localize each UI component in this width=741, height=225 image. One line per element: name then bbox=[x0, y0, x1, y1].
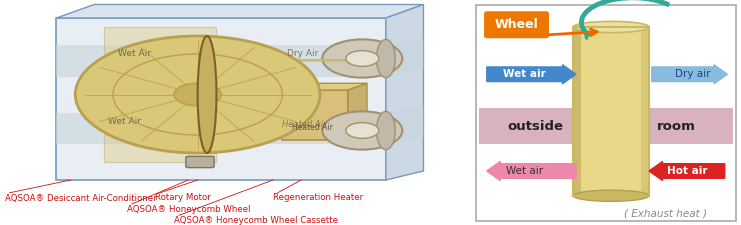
Polygon shape bbox=[282, 83, 367, 90]
Text: Wet Air: Wet Air bbox=[118, 50, 150, 58]
Polygon shape bbox=[56, 18, 386, 180]
Polygon shape bbox=[56, 4, 424, 18]
Polygon shape bbox=[386, 4, 424, 180]
Circle shape bbox=[346, 123, 379, 138]
Text: Hot air: Hot air bbox=[667, 166, 707, 176]
Polygon shape bbox=[104, 27, 216, 162]
FancyBboxPatch shape bbox=[186, 156, 214, 168]
Text: Regeneration Heater: Regeneration Heater bbox=[273, 194, 363, 202]
Text: Wet Air: Wet Air bbox=[108, 117, 142, 126]
Polygon shape bbox=[56, 45, 386, 76]
Polygon shape bbox=[617, 108, 733, 144]
Polygon shape bbox=[386, 106, 424, 144]
Circle shape bbox=[174, 83, 221, 106]
FancyArrow shape bbox=[487, 162, 576, 180]
Ellipse shape bbox=[376, 111, 395, 150]
Text: AQSOA® Honeycomb Wheel: AQSOA® Honeycomb Wheel bbox=[127, 205, 250, 214]
Circle shape bbox=[76, 36, 320, 153]
FancyArrow shape bbox=[652, 65, 728, 84]
Text: Heated Air: Heated Air bbox=[282, 120, 327, 129]
Polygon shape bbox=[641, 27, 649, 196]
Polygon shape bbox=[574, 27, 649, 196]
Text: Wet air: Wet air bbox=[503, 69, 546, 79]
FancyBboxPatch shape bbox=[476, 4, 736, 220]
Circle shape bbox=[322, 39, 402, 78]
Text: ( Exhaust heat ): ( Exhaust heat ) bbox=[624, 209, 707, 219]
FancyArrow shape bbox=[487, 65, 576, 84]
Text: AQSOA® Honeycomb Wheel Cassette: AQSOA® Honeycomb Wheel Cassette bbox=[174, 216, 338, 225]
Polygon shape bbox=[56, 112, 386, 144]
Text: Dry Air: Dry Air bbox=[287, 50, 319, 58]
Ellipse shape bbox=[574, 21, 649, 33]
Polygon shape bbox=[574, 27, 582, 196]
Polygon shape bbox=[479, 108, 606, 144]
Polygon shape bbox=[348, 83, 367, 140]
Ellipse shape bbox=[376, 39, 395, 78]
Text: Heated Air: Heated Air bbox=[292, 124, 333, 133]
FancyBboxPatch shape bbox=[484, 11, 549, 38]
Text: Dry air: Dry air bbox=[674, 69, 710, 79]
Ellipse shape bbox=[198, 36, 216, 153]
Text: Rotary Motor: Rotary Motor bbox=[156, 194, 211, 202]
Circle shape bbox=[346, 51, 379, 66]
Text: Wet air: Wet air bbox=[506, 166, 543, 176]
Text: room: room bbox=[657, 119, 696, 133]
Ellipse shape bbox=[574, 190, 649, 201]
Text: Wheel: Wheel bbox=[495, 18, 539, 31]
FancyArrow shape bbox=[649, 162, 725, 180]
Polygon shape bbox=[282, 90, 348, 140]
Text: AQSOA® Desiccant Air-Conditioner: AQSOA® Desiccant Air-Conditioner bbox=[4, 194, 156, 202]
Circle shape bbox=[322, 111, 402, 150]
Polygon shape bbox=[386, 38, 424, 76]
Text: outside: outside bbox=[508, 119, 563, 133]
